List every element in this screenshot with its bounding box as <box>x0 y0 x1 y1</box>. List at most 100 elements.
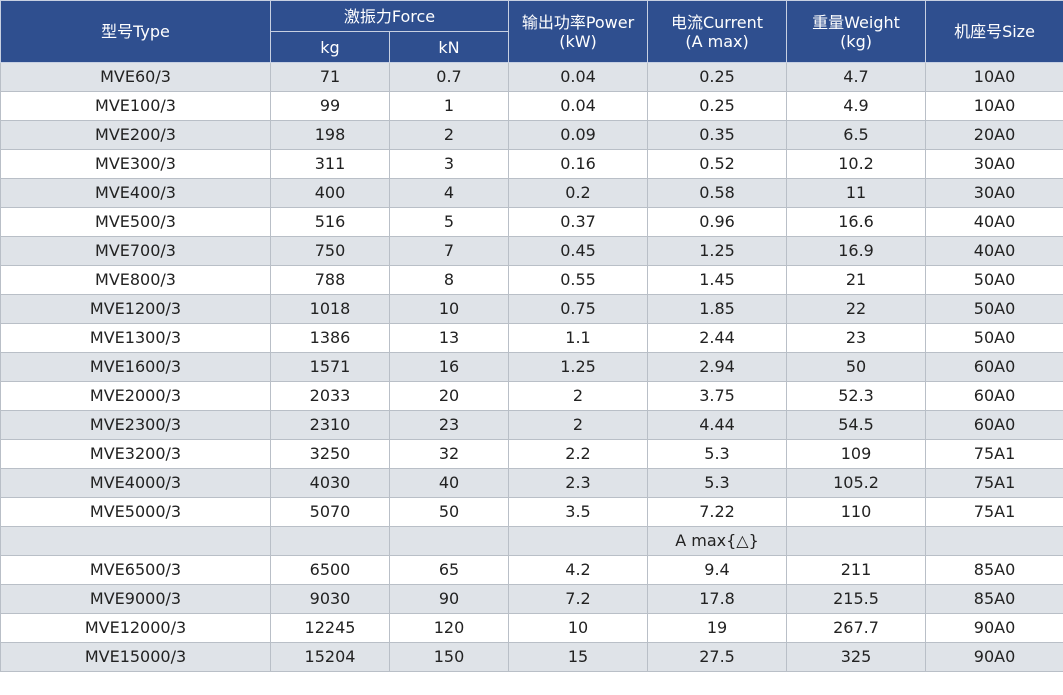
cell-kn: 16 <box>388 352 510 382</box>
cell-weight: 4.7 <box>786 62 927 92</box>
table-row: MVE1300/3 1386 13 1.1 2.44 23 50A0 <box>0 323 1063 353</box>
cell-size: 85A0 <box>925 555 1063 585</box>
cell-weight: 22 <box>786 294 927 324</box>
cell-power: 0.04 <box>508 91 649 121</box>
cell-kn: 1 <box>388 91 510 121</box>
table-row: MVE200/3 198 2 0.09 0.35 6.5 20A0 <box>0 120 1063 150</box>
cell-weight: 11 <box>786 178 927 208</box>
cell-size: 50A0 <box>925 265 1063 295</box>
cell-power: 4.2 <box>508 555 649 585</box>
cell-current: 5.3 <box>647 468 788 498</box>
table-row: MVE6500/3 6500 65 4.2 9.4 211 85A0 <box>0 555 1063 585</box>
cell-model: MVE200/3 <box>0 120 271 150</box>
header-size: 机座号Size <box>925 0 1063 63</box>
cell-kg: 311 <box>270 149 390 179</box>
cell-current: 0.25 <box>647 91 788 121</box>
cell-current: 19 <box>647 613 788 643</box>
cell-kg: 9030 <box>270 584 390 614</box>
cell-size: 10A0 <box>925 62 1063 92</box>
cell-model: MVE5000/3 <box>0 497 271 527</box>
cell-kn: 65 <box>388 555 510 585</box>
cell-model: MVE12000/3 <box>0 613 271 643</box>
cell-power: 7.2 <box>508 584 649 614</box>
cell-kg: 2310 <box>270 410 390 440</box>
cell-kn: 8 <box>388 265 510 295</box>
cell-size <box>925 526 1063 556</box>
spec-table: 型号Type 激振力Force 输出功率Power (kW) 电流Current… <box>0 0 1063 672</box>
cell-kg: 71 <box>270 62 390 92</box>
cell-current: 27.5 <box>647 642 788 672</box>
header-power-line2: (kW) <box>559 31 597 51</box>
table-row: MVE300/3 311 3 0.16 0.52 10.2 30A0 <box>0 149 1063 179</box>
cell-weight: 10.2 <box>786 149 927 179</box>
table-row: MVE15000/3 15204 150 15 27.5 325 90A0 <box>0 642 1063 672</box>
cell-kn: 90 <box>388 584 510 614</box>
table-row: MVE3200/3 3250 32 2.2 5.3 109 75A1 <box>0 439 1063 469</box>
cell-model: MVE700/3 <box>0 236 271 266</box>
cell-kg: 788 <box>270 265 390 295</box>
header-weight: 重量Weight (kg) <box>786 0 927 63</box>
cell-kg: 750 <box>270 236 390 266</box>
cell-size: 85A0 <box>925 584 1063 614</box>
cell-kg: 99 <box>270 91 390 121</box>
cell-size: 75A1 <box>925 468 1063 498</box>
cell-power: 2 <box>508 410 649 440</box>
cell-power: 0.16 <box>508 149 649 179</box>
cell-weight: 52.3 <box>786 381 927 411</box>
cell-size: 10A0 <box>925 91 1063 121</box>
cell-size: 20A0 <box>925 120 1063 150</box>
cell-current: 7.22 <box>647 497 788 527</box>
cell-weight: 110 <box>786 497 927 527</box>
cell-weight: 215.5 <box>786 584 927 614</box>
header-weight-line1: 重量Weight <box>812 12 900 32</box>
cell-model: MVE15000/3 <box>0 642 271 672</box>
cell-size: 75A1 <box>925 497 1063 527</box>
cell-weight: 23 <box>786 323 927 353</box>
cell-model: MVE800/3 <box>0 265 271 295</box>
cell-kn: 5 <box>388 207 510 237</box>
cell-size: 75A1 <box>925 439 1063 469</box>
cell-kg: 3250 <box>270 439 390 469</box>
table-row: MVE12000/3 12245 120 10 19 267.7 90A0 <box>0 613 1063 643</box>
header-power-line1: 输出功率Power <box>521 12 635 32</box>
cell-power: 0.04 <box>508 62 649 92</box>
cell-kn: 32 <box>388 439 510 469</box>
cell-kg: 198 <box>270 120 390 150</box>
cell-model: MVE400/3 <box>0 178 271 208</box>
cell-model: MVE60/3 <box>0 62 271 92</box>
cell-size: 60A0 <box>925 352 1063 382</box>
header-force: 激振力Force <box>269 0 510 32</box>
cell-current: 9.4 <box>647 555 788 585</box>
table-row: A max{△} <box>0 526 1063 556</box>
cell-weight: 211 <box>786 555 927 585</box>
cell-power <box>508 526 649 556</box>
cell-weight: 6.5 <box>786 120 927 150</box>
cell-kg: 6500 <box>270 555 390 585</box>
cell-model: MVE9000/3 <box>0 584 271 614</box>
cell-weight: 21 <box>786 265 927 295</box>
cell-kn: 7 <box>388 236 510 266</box>
cell-size: 50A0 <box>925 323 1063 353</box>
cell-power: 2.3 <box>508 468 649 498</box>
cell-model <box>0 526 271 556</box>
table-row: MVE800/3 788 8 0.55 1.45 21 50A0 <box>0 265 1063 295</box>
cell-model: MVE2300/3 <box>0 410 271 440</box>
header-current-line1: 电流Current <box>670 12 764 32</box>
cell-model: MVE1300/3 <box>0 323 271 353</box>
table-row: MVE2000/3 2033 20 2 3.75 52.3 60A0 <box>0 381 1063 411</box>
table-row: MVE5000/3 5070 50 3.5 7.22 110 75A1 <box>0 497 1063 527</box>
cell-current: 0.35 <box>647 120 788 150</box>
cell-weight: 105.2 <box>786 468 927 498</box>
cell-weight: 109 <box>786 439 927 469</box>
table-row: MVE9000/3 9030 90 7.2 17.8 215.5 85A0 <box>0 584 1063 614</box>
cell-kg: 2033 <box>270 381 390 411</box>
header-current-line2: (A max) <box>685 31 749 51</box>
cell-size: 40A0 <box>925 236 1063 266</box>
table-row: MVE500/3 516 5 0.37 0.96 16.6 40A0 <box>0 207 1063 237</box>
cell-power: 15 <box>508 642 649 672</box>
table-row: MVE2300/3 2310 23 2 4.44 54.5 60A0 <box>0 410 1063 440</box>
table-row: MVE1600/3 1571 16 1.25 2.94 50 60A0 <box>0 352 1063 382</box>
cell-kg: 5070 <box>270 497 390 527</box>
cell-size: 30A0 <box>925 178 1063 208</box>
cell-kn <box>388 526 510 556</box>
